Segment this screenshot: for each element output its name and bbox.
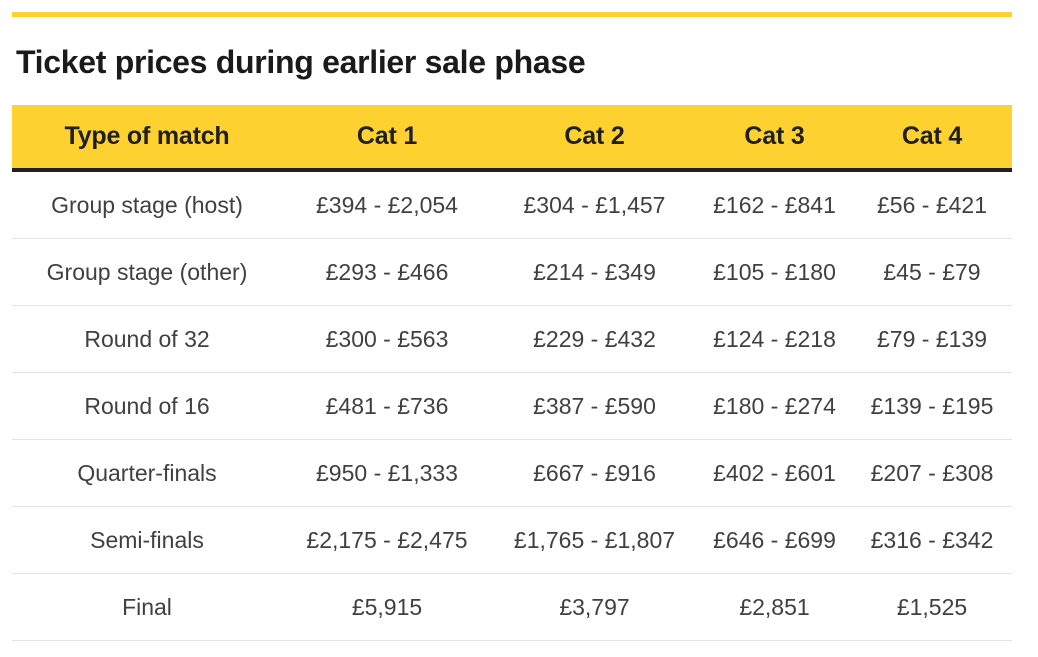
table-header-row: Type of match Cat 1 Cat 2 Cat 3 Cat 4 [12, 105, 1012, 172]
price-cell: £667 - £916 [492, 439, 697, 507]
price-cell: £56 - £421 [852, 170, 1012, 239]
price-cell: £124 - £218 [697, 305, 852, 373]
price-cell: £316 - £342 [852, 506, 1012, 574]
price-cell: £394 - £2,054 [282, 170, 492, 239]
price-cell: £3,797 [492, 573, 697, 641]
column-header: Cat 2 [492, 105, 697, 172]
column-header: Cat 3 [697, 105, 852, 172]
price-cell: £646 - £699 [697, 506, 852, 574]
price-table: Type of match Cat 1 Cat 2 Cat 3 Cat 4 Group … [12, 105, 1012, 641]
column-header-match-type: Type of match [12, 105, 282, 172]
table-row: Round of 16 £481 - £736 £387 - £590 £180 - … [12, 372, 1012, 440]
article-table-widget: Ticket prices during earlier sale phase … [12, 12, 1012, 641]
price-cell: £1,525 [852, 573, 1012, 641]
price-cell: £300 - £563 [282, 305, 492, 373]
price-cell: £105 - £180 [697, 238, 852, 306]
table-body: Group stage (host) £394 - £2,054 £304 - £1… [12, 170, 1012, 641]
row-label: Semi-finals [12, 506, 282, 574]
row-label: Group stage (other) [12, 238, 282, 306]
price-cell: £180 - £274 [697, 372, 852, 440]
price-cell: £162 - £841 [697, 170, 852, 239]
row-label: Round of 32 [12, 305, 282, 373]
price-cell: £139 - £195 [852, 372, 1012, 440]
table-row: Final £5,915 £3,797 £2,851 £1,525 [12, 573, 1012, 641]
page-title: Ticket prices during earlier sale phase [16, 44, 586, 80]
table-row: Group stage (host) £394 - £2,054 £304 - £1… [12, 170, 1012, 239]
column-header: Cat 1 [282, 105, 492, 172]
table-row: Quarter-finals £950 - £1,333 £667 - £916 £4… [12, 439, 1012, 507]
row-label: Round of 16 [12, 372, 282, 440]
price-cell: £214 - £349 [492, 238, 697, 306]
price-cell: £207 - £308 [852, 439, 1012, 507]
price-cell: £5,915 [282, 573, 492, 641]
row-label: Final [12, 573, 282, 641]
price-cell: £387 - £590 [492, 372, 697, 440]
price-cell: £293 - £466 [282, 238, 492, 306]
price-cell: £2,851 [697, 573, 852, 641]
price-cell: £304 - £1,457 [492, 170, 697, 239]
column-header: Cat 4 [852, 105, 1012, 172]
row-label: Quarter-finals [12, 439, 282, 507]
price-cell: £229 - £432 [492, 305, 697, 373]
table-row: Round of 32 £300 - £563 £229 - £432 £124 - … [12, 305, 1012, 373]
table-row: Group stage (other) £293 - £466 £214 - £34… [12, 238, 1012, 306]
price-cell: £45 - £79 [852, 238, 1012, 306]
top-accent-rule [12, 12, 1012, 17]
price-cell: £2,175 - £2,475 [282, 506, 492, 574]
price-cell: £1,765 - £1,807 [492, 506, 697, 574]
row-label: Group stage (host) [12, 170, 282, 239]
table-row: Semi-finals £2,175 - £2,475 £1,765 - £1,80… [12, 506, 1012, 574]
price-cell: £481 - £736 [282, 372, 492, 440]
price-cell: £79 - £139 [852, 305, 1012, 373]
price-cell: £402 - £601 [697, 439, 852, 507]
price-cell: £950 - £1,333 [282, 439, 492, 507]
